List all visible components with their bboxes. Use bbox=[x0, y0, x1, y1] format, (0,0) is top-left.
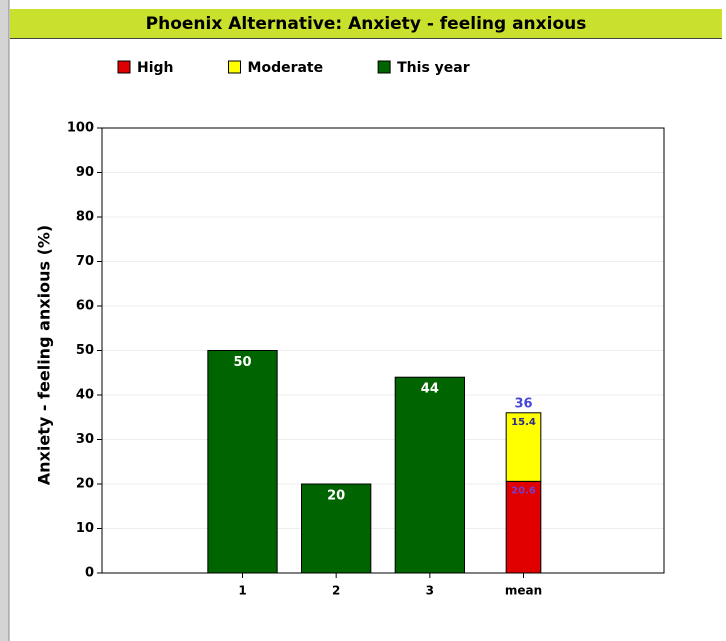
bar bbox=[394, 376, 465, 574]
y-tick-label: 90 bbox=[76, 165, 94, 180]
window-edge bbox=[0, 0, 9, 641]
y-tick-label: 60 bbox=[76, 299, 94, 314]
legend-swatch bbox=[377, 60, 391, 74]
legend-label: This year bbox=[397, 60, 470, 76]
y-tick-label: 100 bbox=[67, 121, 94, 136]
y-tick-label: 10 bbox=[76, 521, 94, 536]
bar-label: 44 bbox=[421, 382, 439, 397]
segment-label: 20.6 bbox=[511, 485, 536, 496]
bar bbox=[207, 350, 278, 574]
legend-swatch bbox=[228, 60, 242, 74]
x-tick-label: mean bbox=[505, 584, 542, 598]
legend-label: Moderate bbox=[248, 60, 324, 76]
x-tick-label: 2 bbox=[332, 584, 340, 598]
y-tick-label: 40 bbox=[76, 388, 94, 403]
legend-swatch bbox=[117, 60, 131, 74]
x-tick-label: 3 bbox=[426, 584, 434, 598]
y-axis-label: Anxiety - feeling anxious (%) bbox=[35, 225, 54, 485]
bar bbox=[505, 480, 542, 574]
total-label: 36 bbox=[514, 396, 532, 411]
bar-label: 20 bbox=[327, 489, 345, 504]
bar-label: 50 bbox=[233, 355, 251, 370]
x-tick-label: 1 bbox=[238, 584, 246, 598]
bar bbox=[505, 412, 542, 482]
bar bbox=[301, 483, 372, 574]
plot-frame bbox=[101, 127, 665, 574]
y-tick-label: 30 bbox=[76, 432, 94, 447]
y-tick-label: 20 bbox=[76, 477, 94, 492]
y-tick-label: 50 bbox=[76, 343, 94, 358]
chart-title: Phoenix Alternative: Anxiety - feeling a… bbox=[146, 14, 587, 34]
segment-label: 15.4 bbox=[511, 417, 536, 428]
y-tick-label: 80 bbox=[76, 210, 94, 225]
legend-label: High bbox=[137, 60, 174, 76]
y-tick-label: 0 bbox=[85, 566, 94, 581]
y-tick-label: 70 bbox=[76, 254, 94, 269]
title-bar bbox=[10, 9, 722, 38]
